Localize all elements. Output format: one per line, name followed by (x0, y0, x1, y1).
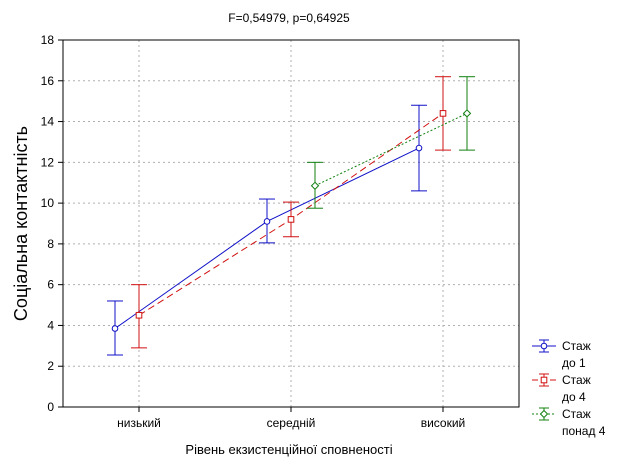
legend-label: до 1 (562, 356, 586, 370)
y-tick-label: 10 (41, 196, 55, 210)
series-2 (131, 76, 451, 349)
axes: 0 2 4 6 8 10 12 14 16 18 низький середній високий (41, 33, 466, 430)
data-point (540, 376, 548, 384)
data-point (310, 181, 320, 190)
legend-label: Стаж (562, 339, 591, 353)
y-tick-label: 4 (47, 318, 54, 332)
x-tick-label: високий (421, 416, 466, 430)
y-tick-label: 12 (41, 155, 55, 169)
series-line (314, 112, 468, 187)
x-tick-label: низький (117, 416, 161, 430)
y-tick-label: 6 (47, 278, 54, 292)
legend-item: Стаж до 1 (532, 339, 591, 370)
legend-item: Стаж до 4 (532, 373, 591, 404)
y-tick-label: 18 (41, 33, 55, 47)
series-group (107, 76, 475, 356)
data-point (462, 109, 472, 118)
x-tick-label: середній (267, 416, 316, 430)
data-point (439, 110, 447, 117)
y-tick-label: 2 (47, 359, 54, 373)
legend-label: Стаж (562, 373, 591, 387)
data-point (111, 325, 119, 332)
legend-label: до 4 (562, 390, 586, 404)
data-point (540, 342, 548, 350)
data-point (415, 144, 423, 152)
y-tick-label: 0 (47, 400, 54, 414)
data-point (263, 218, 271, 225)
legend-label: Стаж (562, 407, 591, 421)
data-point (135, 311, 143, 319)
y-tick-label: 8 (47, 237, 54, 251)
y-tick-label: 14 (41, 115, 55, 129)
data-point (287, 216, 295, 223)
legend-item: Стаж понад 4 (532, 407, 606, 438)
series-3 (307, 76, 475, 209)
y-axis-label: Соціальна контактність (11, 126, 31, 321)
chart-title: F=0,54979, p=0,64925 (228, 11, 350, 25)
y-tick-label: 16 (41, 74, 55, 88)
x-axis-label: Рівень екзистенційної сповненості (185, 442, 392, 457)
legend: Стаж до 1 Стаж до 4 Стаж понад 4 (532, 339, 606, 438)
series-1 (107, 104, 427, 356)
legend-label: понад 4 (562, 424, 606, 438)
data-point (539, 409, 549, 419)
